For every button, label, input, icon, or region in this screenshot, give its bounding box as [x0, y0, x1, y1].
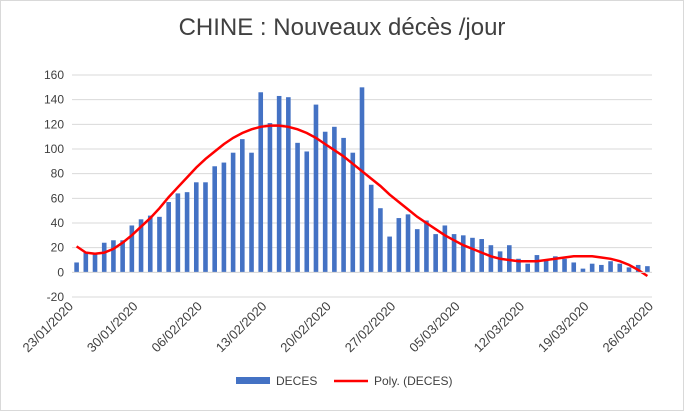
legend-swatch-bars	[236, 377, 270, 384]
bar	[111, 240, 116, 273]
bar	[359, 87, 365, 273]
bar	[295, 142, 300, 273]
bar	[626, 267, 632, 273]
bar	[286, 97, 291, 273]
bar	[516, 258, 521, 273]
bar	[101, 242, 107, 273]
bar	[212, 166, 217, 273]
bar	[92, 253, 98, 273]
bar	[433, 234, 438, 273]
bar	[258, 92, 264, 273]
bar	[617, 263, 623, 273]
bar	[175, 193, 181, 273]
bar	[322, 131, 328, 273]
bar	[534, 255, 540, 273]
bar	[414, 229, 420, 273]
x-tick-label: 23/01/2020	[19, 299, 76, 356]
bar	[304, 151, 310, 273]
y-tick-label: 60	[51, 191, 65, 205]
bar	[442, 225, 448, 273]
bar	[599, 264, 604, 273]
bar	[571, 262, 577, 273]
bar	[608, 261, 613, 273]
x-tick-label: 20/02/2020	[277, 299, 334, 356]
y-tick-label: 40	[51, 216, 65, 230]
bar	[562, 258, 567, 273]
bar	[184, 192, 190, 273]
bar	[378, 208, 383, 273]
bar	[166, 202, 171, 273]
x-tick-label: 27/02/2020	[342, 299, 399, 356]
bar	[553, 256, 558, 273]
legend-label: DECES	[276, 374, 317, 388]
bar	[221, 162, 227, 273]
bar	[332, 126, 337, 273]
chart-title: CHINE : Nouveaux décès /jour	[178, 14, 506, 41]
bar	[129, 225, 135, 273]
y-tick-label: 20	[51, 241, 65, 255]
trendline	[75, 124, 649, 278]
bar	[424, 220, 429, 273]
bar	[460, 235, 466, 273]
bar	[525, 263, 531, 273]
bar	[387, 236, 392, 273]
bar	[267, 123, 273, 273]
bar	[138, 219, 144, 273]
bar	[451, 234, 457, 273]
bar	[193, 182, 199, 273]
y-tick-label: 160	[44, 68, 64, 82]
bar	[240, 139, 245, 273]
bar	[543, 260, 549, 273]
bar	[313, 104, 319, 273]
bar	[396, 218, 402, 273]
x-tick-label: 06/02/2020	[148, 299, 205, 356]
bar	[341, 137, 346, 273]
bar	[249, 152, 254, 273]
bar	[645, 266, 650, 273]
y-tick-label: 80	[51, 167, 65, 181]
bar	[589, 263, 595, 273]
bar	[405, 214, 411, 273]
bar	[157, 216, 162, 273]
x-tick-label: 19/03/2020	[535, 299, 592, 356]
bar	[147, 215, 153, 273]
y-tick-label: 120	[44, 117, 64, 131]
bar	[479, 239, 484, 273]
y-tick-label: 0	[57, 265, 64, 279]
bar	[470, 237, 475, 273]
x-tick-label: 26/03/2020	[599, 299, 656, 356]
x-axis-ticks: 23/01/2020 30/01/2020 06/02/2020 13/02/2020…	[19, 299, 656, 356]
y-axis-ticks: -20 0 20 40 60 80 100 120 140 160	[44, 68, 64, 304]
bar	[580, 268, 586, 273]
x-tick-label: 30/01/2020	[84, 299, 141, 356]
x-tick-label: 05/03/2020	[406, 299, 463, 356]
bar-series	[74, 87, 650, 273]
y-tick-label: -20	[47, 290, 65, 304]
x-tick-label: 13/02/2020	[213, 299, 270, 356]
y-tick-label: 100	[44, 142, 64, 156]
legend: DECES Poly. (DECES)	[236, 374, 452, 388]
bar	[276, 95, 282, 273]
bar	[350, 152, 356, 273]
legend-label: Poly. (DECES)	[374, 374, 452, 388]
bar	[368, 184, 374, 273]
bar	[230, 152, 236, 273]
bar	[74, 262, 79, 273]
bar	[488, 245, 494, 273]
bar	[497, 251, 503, 273]
bar	[120, 240, 125, 273]
y-tick-label: 140	[44, 93, 64, 107]
x-tick-label: 12/03/2020	[471, 299, 528, 356]
bar	[83, 252, 89, 273]
bar	[203, 182, 208, 273]
